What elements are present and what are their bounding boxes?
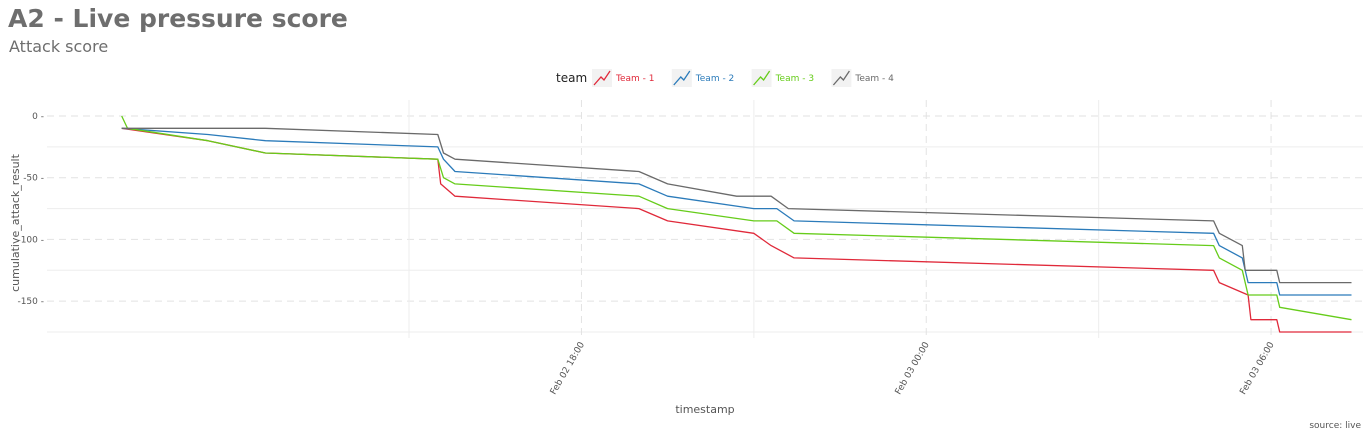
legend-key-line (832, 70, 850, 86)
chart-caption: source: live (1309, 421, 1361, 431)
x-axis-ticks: Feb 02 18:00 Feb 03 00:00 Feb 03 06:00 (549, 340, 1277, 396)
x-axis-title: timestamp (675, 403, 734, 416)
y-axis-title: cumulative_attack_result (9, 153, 22, 291)
y-tick-label: -150 - (17, 297, 44, 307)
series-group (121, 115, 1352, 333)
legend: team Team - 1 Team - 2 Team - 3 Team - 4 (556, 69, 894, 87)
x-tick-label: Feb 03 06:00 (1238, 340, 1276, 396)
y-tick-label: -50 - (23, 174, 44, 184)
legend-label: Team - 4 (854, 74, 894, 84)
series-line-team-3 (121, 115, 1352, 321)
legend-label: Team - 1 (615, 74, 654, 84)
chart-title: A2 - Live pressure score (8, 4, 348, 33)
x-tick-label: Feb 02 18:00 (549, 340, 587, 396)
y-axis-ticks: 0 - -50 - -100 - -150 - (17, 112, 44, 307)
series-line-team-4 (121, 127, 1352, 284)
y-tick-label: 0 - (32, 112, 44, 122)
x-tick-label: Feb 03 00:00 (894, 340, 932, 396)
chart-subtitle: Attack score (9, 37, 109, 56)
legend-key-line (593, 70, 611, 86)
y-tick-label: -100 - (17, 235, 44, 245)
series-line-team-2 (121, 127, 1352, 296)
legend-key-line (673, 70, 691, 86)
legend-title: team (556, 71, 587, 85)
legend-key-line (753, 70, 771, 86)
legend-label: Team - 2 (695, 74, 734, 84)
legend-label: Team - 3 (775, 74, 814, 84)
grid (47, 100, 1363, 338)
